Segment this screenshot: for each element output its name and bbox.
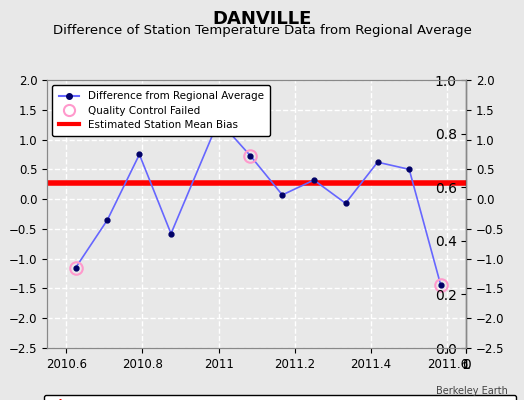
Text: Berkeley Earth: Berkeley Earth (436, 386, 508, 396)
Legend: Station Move, Record Gap, Time of Obs. Change, Empirical Break: Station Move, Record Gap, Time of Obs. C… (44, 395, 516, 400)
Text: DANVILLE: DANVILLE (212, 10, 312, 28)
Text: Difference of Station Temperature Data from Regional Average: Difference of Station Temperature Data f… (52, 24, 472, 37)
